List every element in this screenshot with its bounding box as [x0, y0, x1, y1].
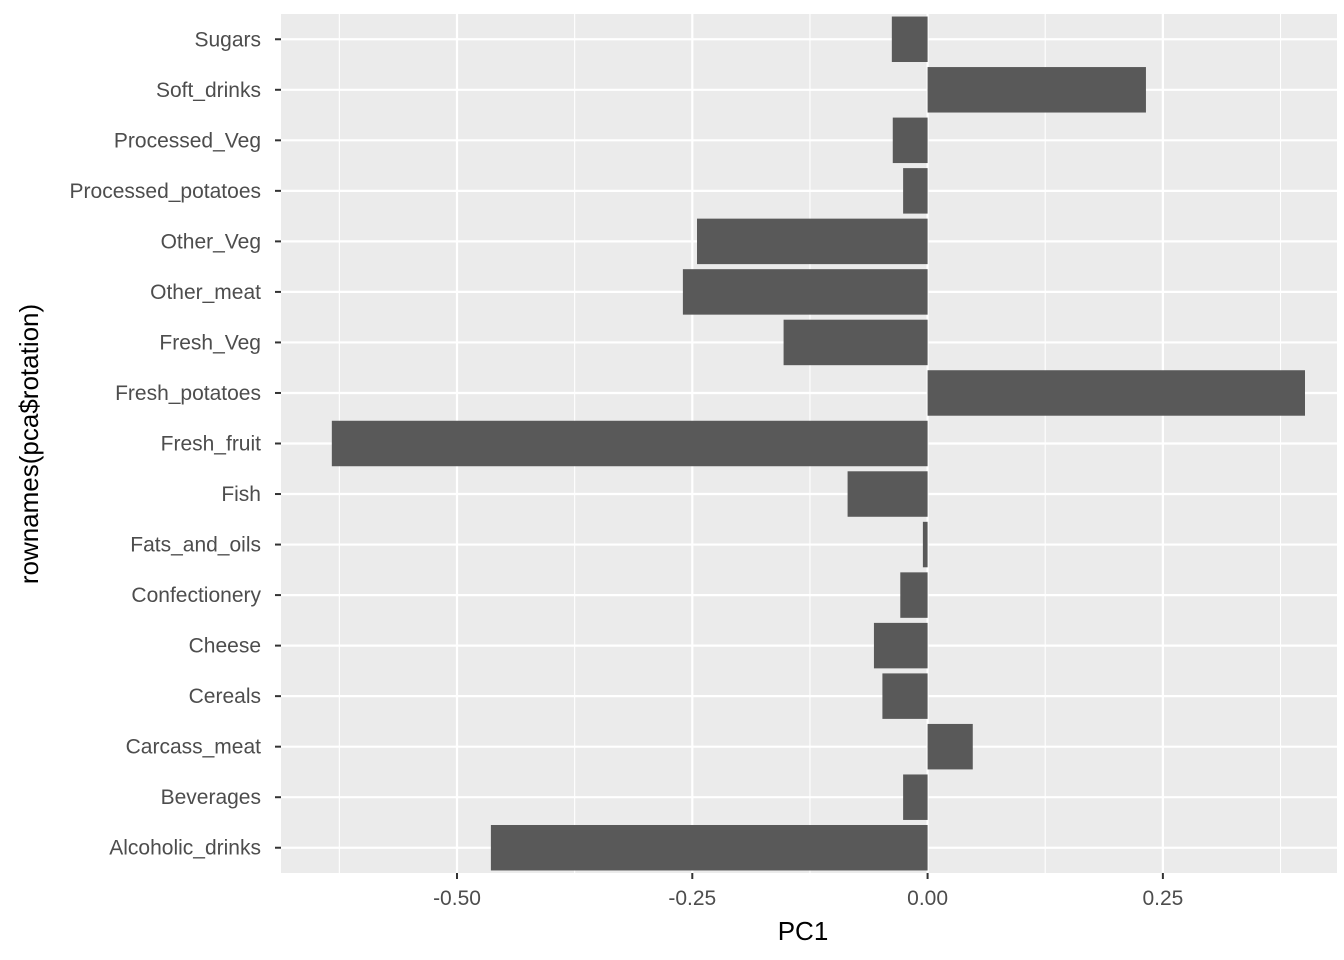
x-tick-label: 0.25	[1142, 887, 1183, 910]
x-tick-label: -0.25	[668, 887, 716, 910]
y-tick-label: Processed_Veg	[114, 129, 261, 152]
x-axis: -0.50 -0.25 0.00 0.25	[433, 873, 1183, 910]
y-tick-label: Fresh_potatoes	[115, 382, 261, 405]
y-tick-label: Fresh_Veg	[159, 331, 261, 354]
bar-alcoholic-drinks	[490, 824, 928, 871]
y-tick-label: Beverages	[161, 786, 261, 809]
bar-fresh-fruit	[331, 420, 928, 467]
y-tick-label: Other_Veg	[161, 230, 261, 253]
x-tick-label: 0.00	[907, 887, 948, 910]
bar-confectionery	[900, 572, 928, 618]
x-axis-title: PC1	[778, 916, 829, 946]
y-tick-label: Carcass_meat	[126, 736, 262, 759]
bar-sugars	[891, 16, 928, 63]
bar-cereals	[882, 673, 928, 719]
bar-fresh-veg	[783, 319, 928, 366]
bars	[331, 16, 1305, 871]
y-tick-label: Other_meat	[150, 281, 261, 304]
y-axis: Sugars Soft_drinks Processed_Veg Processed_…	[70, 28, 281, 860]
y-tick-label: Fats_and_oils	[130, 534, 261, 557]
bar-cheese	[873, 622, 928, 669]
y-axis-title: rownames(pca$rotation)	[14, 304, 44, 584]
y-tick-label: Alcoholic_drinks	[109, 837, 261, 860]
bar-fresh-potatoes	[927, 370, 1305, 416]
y-tick-label: Processed_potatoes	[70, 180, 261, 203]
y-tick-label: Sugars	[194, 28, 261, 51]
bar-fish	[847, 471, 928, 517]
y-tick-label: Confectionery	[131, 584, 261, 607]
y-tick-label: Cereals	[189, 685, 261, 708]
x-tick-label: -0.50	[433, 887, 481, 910]
y-tick-label: Cheese	[189, 635, 261, 658]
bar-soft-drinks	[927, 67, 1146, 113]
bar-fats-and-oils	[922, 521, 928, 568]
bar-processed-potatoes	[903, 168, 928, 214]
y-tick-label: Fresh_fruit	[161, 433, 262, 456]
bar-other-veg	[697, 218, 928, 265]
bar-beverages	[903, 774, 928, 820]
bar-other-meat	[682, 269, 928, 315]
y-tick-label: Soft_drinks	[156, 79, 261, 102]
bar-processed-veg	[892, 117, 928, 164]
y-tick-label: Fish	[221, 483, 261, 506]
bar-carcass-meat	[927, 723, 973, 770]
